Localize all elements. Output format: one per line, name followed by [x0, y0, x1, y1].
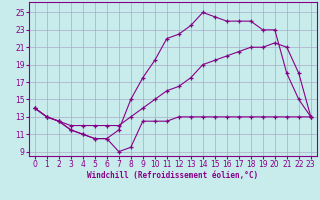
X-axis label: Windchill (Refroidissement éolien,°C): Windchill (Refroidissement éolien,°C)	[87, 171, 258, 180]
